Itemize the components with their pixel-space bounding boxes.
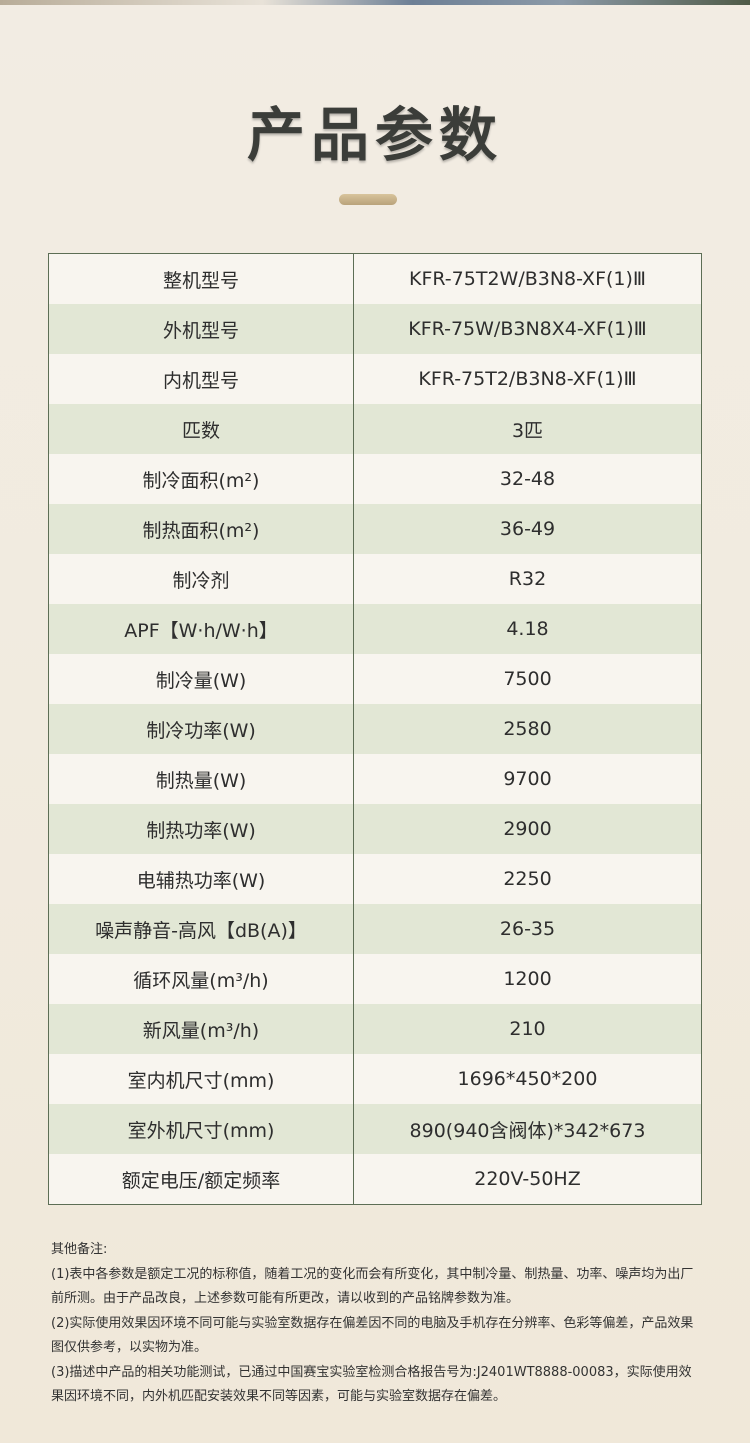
spec-label: 室内机尺寸(mm): [48, 1054, 354, 1104]
spec-value: 890(940含阀体)*342*673: [353, 1104, 702, 1154]
spec-label: 制热量(W): [48, 754, 354, 804]
spec-value: KFR-75W/B3N8X4-XF(1)Ⅲ: [353, 304, 702, 354]
note-item: (1)表中各参数是额定工况的标称值，随着工况的变化而会有所变化，其中制冷量、制热…: [51, 1266, 694, 1307]
spec-value: 32-48: [353, 454, 702, 504]
spec-label: 制冷功率(W): [48, 704, 354, 754]
spec-label: 制冷剂: [48, 554, 354, 604]
notes-section: 其他备注: (1)表中各参数是额定工况的标称值，随着工况的变化而会有所变化，其中…: [51, 1238, 701, 1410]
spec-value: 1696*450*200: [353, 1054, 702, 1104]
spec-row: 制冷剂 R32: [48, 554, 702, 604]
spec-label: 匹数: [48, 404, 354, 454]
spec-label: 噪声静音-高风【dB(A)】: [48, 904, 354, 954]
spec-value: R32: [353, 554, 702, 604]
spec-value: 1200: [353, 954, 702, 1004]
spec-row: 整机型号 KFR-75T2W/B3N8-XF(1)Ⅲ: [48, 253, 702, 304]
spec-value: KFR-75T2/B3N8-XF(1)Ⅲ: [353, 354, 702, 404]
notes-heading: 其他备注:: [51, 1242, 108, 1257]
spec-row: 制热面积(m²) 36-49: [48, 504, 702, 554]
spec-row: 新风量(m³/h) 210: [48, 1004, 702, 1054]
title-divider: [339, 194, 397, 205]
spec-value: 4.18: [353, 604, 702, 654]
spec-row: 制冷面积(m²) 32-48: [48, 454, 702, 504]
spec-value: 210: [353, 1004, 702, 1054]
spec-label: 制冷量(W): [48, 654, 354, 704]
spec-value: 9700: [353, 754, 702, 804]
spec-row: 噪声静音-高风【dB(A)】 26-35: [48, 904, 702, 954]
spec-label: 制冷面积(m²): [48, 454, 354, 504]
note-item: (2)实际使用效果因环境不同可能与实验室数据存在偏差因不同的电脑及手机存在分辨率…: [51, 1315, 694, 1356]
spec-row: APF【W·h/W·h】 4.18: [48, 604, 702, 654]
spec-row: 制热量(W) 9700: [48, 754, 702, 804]
spec-row: 循环风量(m³/h) 1200: [48, 954, 702, 1004]
spec-value: 36-49: [353, 504, 702, 554]
spec-value: 220V-50HZ: [353, 1154, 702, 1205]
spec-value: KFR-75T2W/B3N8-XF(1)Ⅲ: [353, 253, 702, 304]
spec-label: 整机型号: [48, 253, 354, 304]
page-title: 产品参数: [246, 101, 503, 169]
spec-row: 匹数 3匹: [48, 404, 702, 454]
spec-label: 制热功率(W): [48, 804, 354, 854]
spec-row: 室内机尺寸(mm) 1696*450*200: [48, 1054, 702, 1104]
spec-value: 7500: [353, 654, 702, 704]
spec-label: 循环风量(m³/h): [48, 954, 354, 1004]
note-item: (3)描述中产品的相关功能测试，已通过中国赛宝实验室检测合格报告号为:J2401…: [51, 1364, 692, 1405]
spec-row: 制冷功率(W) 2580: [48, 704, 702, 754]
top-image-strip: [0, 0, 750, 5]
spec-table: 整机型号 KFR-75T2W/B3N8-XF(1)Ⅲ 外机型号 KFR-75W/B3N…: [48, 253, 702, 1205]
spec-value: 3匹: [353, 404, 702, 454]
spec-label: 新风量(m³/h): [48, 1004, 354, 1054]
spec-row: 制热功率(W) 2900: [48, 804, 702, 854]
spec-value: 2900: [353, 804, 702, 854]
spec-row: 制冷量(W) 7500: [48, 654, 702, 704]
spec-label: 额定电压/额定频率: [48, 1154, 354, 1205]
spec-row: 电辅热功率(W) 2250: [48, 854, 702, 904]
spec-label: APF【W·h/W·h】: [48, 604, 354, 654]
spec-value: 2580: [353, 704, 702, 754]
spec-row: 内机型号 KFR-75T2/B3N8-XF(1)Ⅲ: [48, 354, 702, 404]
spec-row: 室外机尺寸(mm) 890(940含阀体)*342*673: [48, 1104, 702, 1154]
spec-value: 2250: [353, 854, 702, 904]
spec-row: 额定电压/额定频率 220V-50HZ: [48, 1154, 702, 1205]
spec-label: 电辅热功率(W): [48, 854, 354, 904]
spec-row: 外机型号 KFR-75W/B3N8X4-XF(1)Ⅲ: [48, 304, 702, 354]
spec-value: 26-35: [353, 904, 702, 954]
spec-label: 制热面积(m²): [48, 504, 354, 554]
spec-label: 内机型号: [48, 354, 354, 404]
spec-label: 外机型号: [48, 304, 354, 354]
spec-label: 室外机尺寸(mm): [48, 1104, 354, 1154]
